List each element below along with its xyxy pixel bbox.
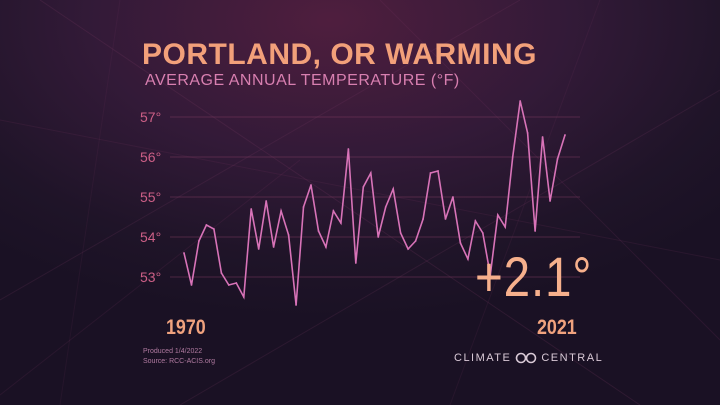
start-year-label: 1970 <box>166 316 206 339</box>
data-point <box>235 282 238 284</box>
data-point <box>556 158 559 160</box>
data-point <box>474 220 477 222</box>
produced-date: Produced 1/4/2022 <box>143 348 203 355</box>
data-point <box>362 186 365 188</box>
data-point <box>295 304 297 306</box>
data-point <box>339 222 342 224</box>
data-point <box>354 262 357 264</box>
data-point <box>399 232 402 234</box>
data-point <box>489 274 492 276</box>
data-point <box>459 242 462 244</box>
infinity-loop-icon <box>516 352 537 364</box>
data-point <box>242 296 245 298</box>
data-point <box>452 196 454 198</box>
data-point <box>534 230 537 232</box>
data-point <box>526 132 529 134</box>
data-point <box>198 240 200 242</box>
data-point <box>384 206 387 208</box>
temperature-line <box>183 100 566 306</box>
y-tick-label: 54° <box>140 229 161 245</box>
data-point <box>564 134 566 136</box>
data-point <box>280 210 283 212</box>
data-point <box>287 234 290 236</box>
y-tick-label: 56° <box>140 149 161 165</box>
y-tick-label: 57° <box>140 109 161 125</box>
data-point <box>392 188 395 190</box>
y-tick-label: 55° <box>140 189 161 205</box>
data-point <box>519 100 522 102</box>
climate-central-logo: CLIMATE CENTRAL <box>454 352 603 364</box>
data-point <box>377 236 380 238</box>
warming-change-label: +2.1° <box>475 245 593 308</box>
logo-word-central: CENTRAL <box>541 352 604 364</box>
data-point <box>257 248 260 250</box>
chart-subtitle: AVERAGE ANNUAL TEMPERATURE (°F) <box>145 72 460 89</box>
data-point <box>369 172 372 174</box>
data-point <box>265 200 268 202</box>
data-point <box>272 246 275 248</box>
data-point <box>541 136 544 138</box>
source-credit: Source: RCC-ACIS.org <box>143 358 215 365</box>
data-point <box>325 246 327 248</box>
data-point <box>496 214 499 216</box>
data-point <box>212 228 215 230</box>
data-point <box>414 240 417 242</box>
data-point <box>302 206 305 208</box>
data-point <box>549 200 551 202</box>
data-point <box>227 284 230 286</box>
data-point <box>183 252 185 254</box>
temperature-series <box>183 100 566 306</box>
y-axis-tick-labels: 53° 54° 55° 56° 57° <box>140 109 161 285</box>
end-year-label: 2021 <box>537 316 577 339</box>
data-point <box>220 272 223 274</box>
data-point <box>190 284 193 286</box>
data-point <box>310 184 312 186</box>
data-point <box>205 224 208 226</box>
data-point <box>317 230 320 232</box>
data-point <box>437 170 439 172</box>
data-point <box>511 156 514 158</box>
data-point <box>429 172 432 174</box>
data-point <box>422 218 424 220</box>
logo-word-climate: CLIMATE <box>454 352 512 364</box>
data-point <box>481 232 484 234</box>
data-point <box>466 258 469 260</box>
data-point <box>332 210 335 212</box>
data-point <box>347 148 350 150</box>
chart-title: PORTLAND, OR WARMING <box>142 38 537 71</box>
data-point <box>444 218 447 220</box>
y-tick-label: 53° <box>140 269 161 285</box>
data-point <box>407 248 410 250</box>
gridlines <box>170 116 580 278</box>
data-point <box>504 226 507 228</box>
data-point <box>250 208 253 210</box>
